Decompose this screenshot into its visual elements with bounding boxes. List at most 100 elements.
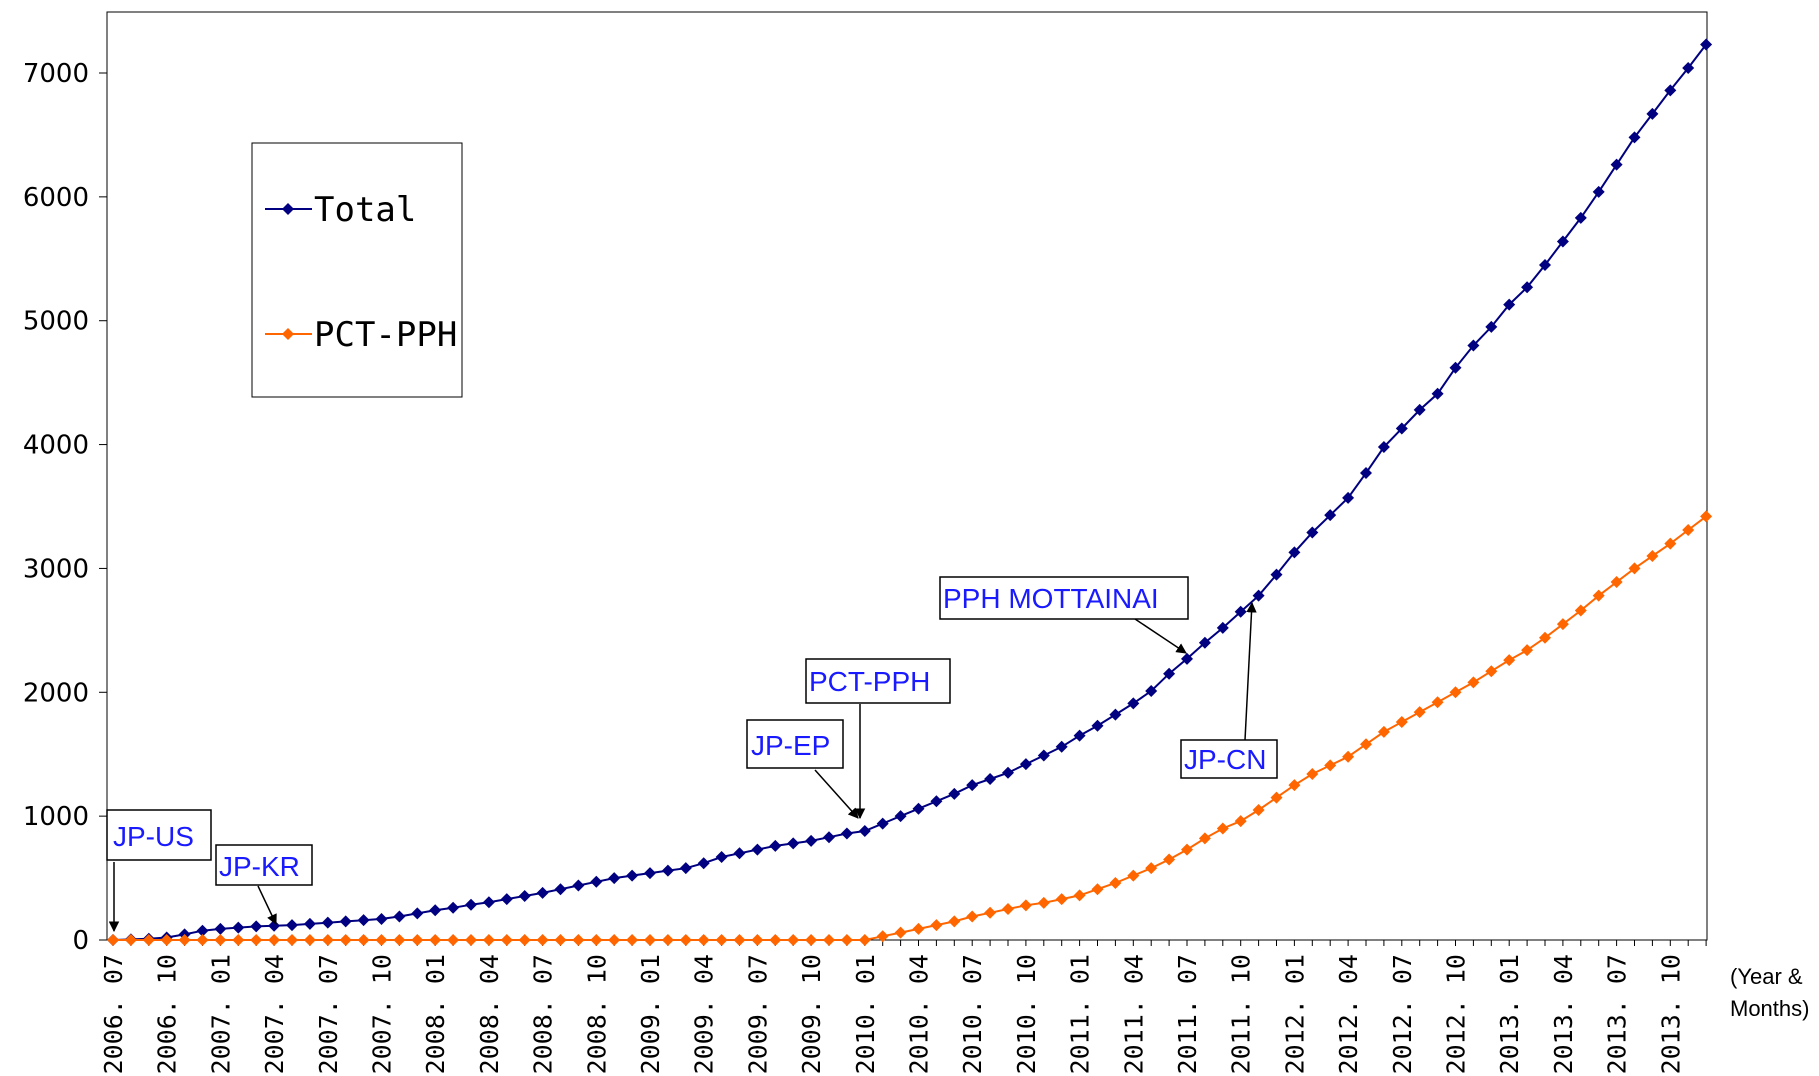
data-point-pct-pph bbox=[751, 934, 764, 946]
x-tick-label: 2011. 01 bbox=[1066, 954, 1095, 1074]
annotation-label: PPH MOTTAINAI bbox=[943, 583, 1159, 614]
x-tick-label: 2006. 10 bbox=[153, 954, 182, 1074]
data-point-total bbox=[1539, 258, 1551, 271]
data-point-pct-pph bbox=[787, 934, 800, 946]
data-point-total bbox=[1413, 403, 1426, 416]
y-tick-label: 0 bbox=[72, 926, 89, 956]
data-point-total bbox=[232, 921, 245, 934]
x-tick-label: 2007. 01 bbox=[206, 954, 235, 1074]
data-point-pct-pph bbox=[465, 934, 477, 946]
data-point-total bbox=[1485, 320, 1498, 333]
data-point-pct-pph bbox=[1682, 524, 1695, 537]
annotation-arrow bbox=[257, 885, 277, 925]
annotation-box bbox=[805, 658, 951, 704]
data-point-total bbox=[411, 907, 424, 920]
y-tick-label: 2000 bbox=[23, 678, 89, 708]
x-tick-label: 2013. 04 bbox=[1549, 954, 1578, 1074]
data-point-total bbox=[1306, 526, 1319, 539]
data-point-pct-pph bbox=[894, 926, 907, 939]
x-tick-label: 2007. 10 bbox=[368, 954, 397, 1074]
data-point-pct-pph bbox=[1592, 589, 1605, 602]
data-point-total bbox=[214, 922, 227, 935]
data-point-total bbox=[1019, 758, 1032, 771]
x-tick-label: 2009. 04 bbox=[690, 954, 719, 1074]
data-point-pct-pph bbox=[1539, 631, 1551, 644]
data-point-pct-pph bbox=[214, 934, 227, 946]
data-point-pct-pph bbox=[447, 934, 460, 946]
data-point-pct-pph bbox=[1664, 537, 1677, 550]
data-point-total bbox=[805, 834, 818, 847]
legend-marker-pct-pph bbox=[282, 328, 294, 340]
data-point-pct-pph bbox=[1234, 815, 1247, 828]
data-point-pct-pph bbox=[1198, 832, 1211, 845]
x-tick-label: 2008. 07 bbox=[529, 954, 558, 1074]
data-point-total bbox=[1664, 84, 1677, 97]
data-point-total bbox=[536, 886, 549, 899]
y-tick-label: 5000 bbox=[23, 307, 89, 337]
data-point-total bbox=[1181, 652, 1193, 665]
data-point-pct-pph bbox=[1181, 843, 1193, 856]
data-point-pct-pph bbox=[840, 934, 853, 946]
legend-box bbox=[251, 142, 463, 398]
data-point-pct-pph bbox=[1574, 604, 1587, 617]
data-point-pct-pph bbox=[1306, 768, 1319, 781]
data-point-total bbox=[1592, 185, 1605, 198]
y-tick-label: 3000 bbox=[23, 554, 89, 584]
x-tick-label: 2012. 01 bbox=[1280, 954, 1309, 1074]
x-tick-label: 2009. 07 bbox=[743, 954, 772, 1074]
data-point-total bbox=[644, 867, 656, 880]
data-point-total bbox=[787, 837, 800, 850]
data-point-total bbox=[1521, 281, 1534, 294]
data-point-pct-pph bbox=[1127, 869, 1140, 882]
data-point-pct-pph bbox=[876, 930, 889, 943]
data-point-total bbox=[339, 915, 352, 928]
annotation-box bbox=[1180, 739, 1278, 779]
data-point-pct-pph bbox=[733, 934, 746, 946]
data-point-pct-pph bbox=[1610, 576, 1623, 589]
data-point-pct-pph bbox=[536, 934, 549, 946]
data-point-pct-pph bbox=[626, 934, 639, 946]
data-point-pct-pph bbox=[1288, 779, 1301, 792]
data-point-total bbox=[858, 825, 871, 838]
annotation-label: PCT-PPH bbox=[809, 666, 930, 697]
y-tick-label: 1000 bbox=[23, 802, 89, 832]
legend-label-total: Total bbox=[314, 190, 416, 230]
data-point-pct-pph bbox=[1109, 877, 1122, 890]
data-point-pct-pph bbox=[1700, 510, 1713, 523]
data-point-pct-pph bbox=[196, 934, 209, 946]
y-tick-label: 6000 bbox=[23, 183, 89, 213]
data-point-pct-pph bbox=[858, 934, 871, 946]
data-point-total bbox=[554, 883, 567, 896]
annotation-label: JP-EP bbox=[751, 730, 830, 761]
data-point-pct-pph bbox=[572, 934, 585, 946]
data-point-pct-pph bbox=[321, 934, 334, 946]
annotation-callout: PPH MOTTAINAI bbox=[939, 576, 1189, 654]
data-point-total bbox=[375, 912, 388, 925]
x-tick-label: 2009. 10 bbox=[797, 954, 826, 1074]
data-point-pct-pph bbox=[1091, 883, 1104, 896]
data-point-total bbox=[1395, 422, 1408, 435]
data-point-total bbox=[876, 817, 889, 830]
data-point-pct-pph bbox=[339, 934, 352, 946]
data-point-total bbox=[715, 851, 728, 864]
data-point-total bbox=[1055, 740, 1068, 753]
x-tick-label: 2008. 10 bbox=[582, 954, 611, 1074]
x-axis-label: (Year & Months) bbox=[1730, 964, 1809, 1021]
annotation-label: JP-CN bbox=[1184, 744, 1266, 775]
annotation-callout: JP-US bbox=[106, 809, 212, 933]
x-tick-label: 2013. 01 bbox=[1495, 954, 1524, 1074]
data-point-pct-pph bbox=[375, 934, 388, 946]
data-point-pct-pph bbox=[482, 934, 495, 946]
legend-label-pct-pph: PCT-PPH bbox=[314, 315, 457, 355]
annotation-label: JP-KR bbox=[219, 851, 300, 882]
data-point-pct-pph bbox=[1646, 550, 1659, 563]
data-point-pct-pph bbox=[1342, 750, 1355, 763]
annotation-callout: JP-KR bbox=[215, 844, 313, 925]
x-tick-label: 2013. 10 bbox=[1656, 954, 1685, 1074]
data-point-pct-pph bbox=[268, 934, 281, 946]
data-point-pct-pph bbox=[1360, 738, 1372, 751]
data-point-pct-pph bbox=[1449, 686, 1462, 699]
data-point-total bbox=[518, 890, 531, 903]
data-point-total bbox=[1449, 361, 1462, 374]
